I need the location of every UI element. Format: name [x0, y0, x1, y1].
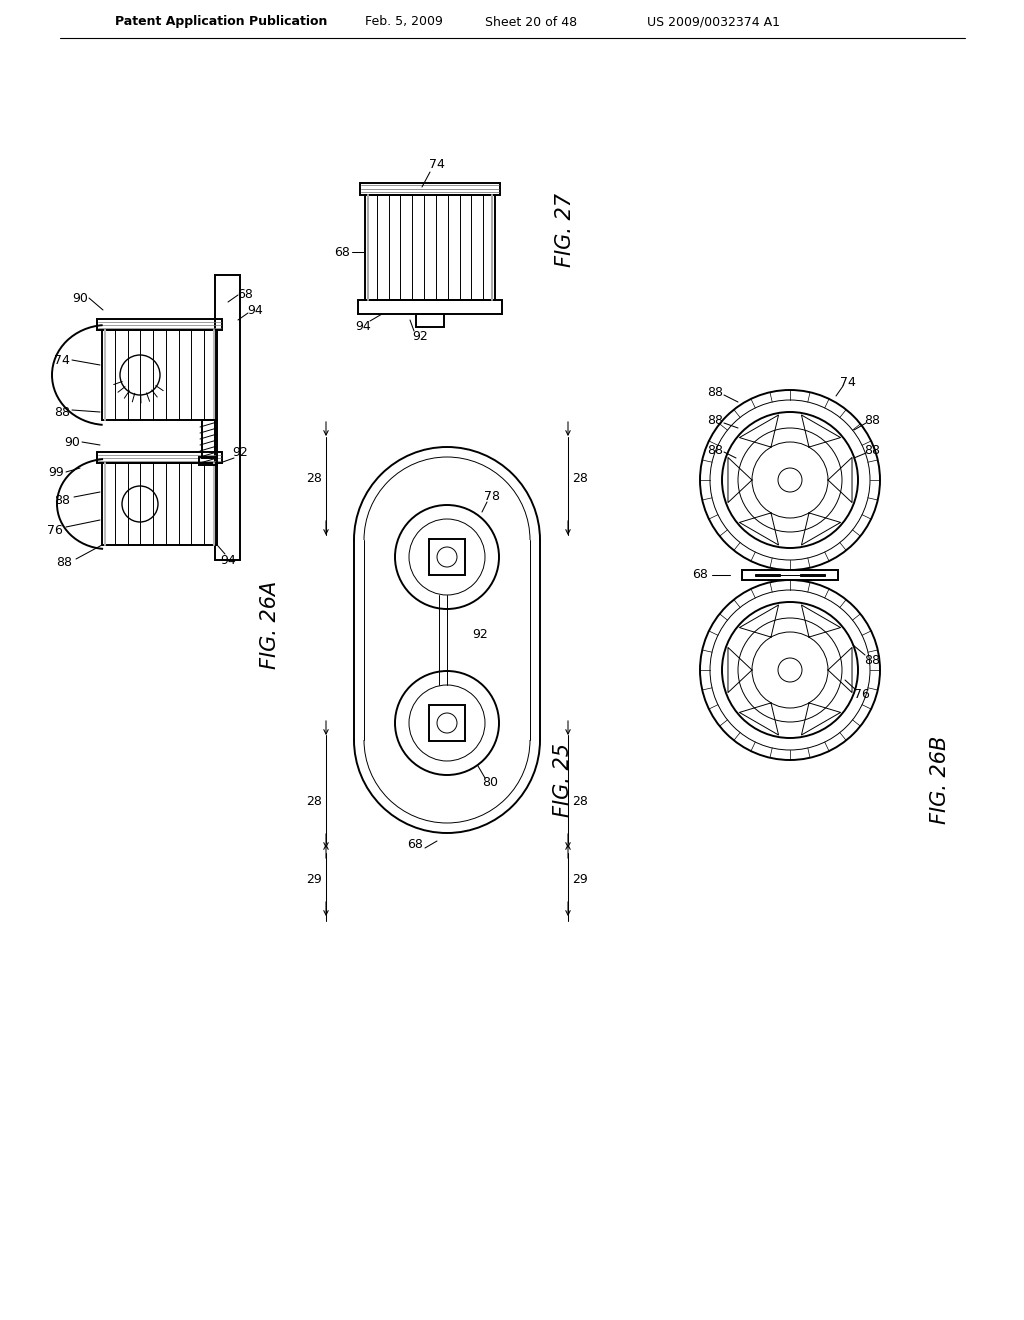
Text: 99: 99: [48, 466, 63, 479]
Bar: [365, 195, 495, 300]
Text: 80: 80: [482, 776, 498, 789]
Bar: [416, 314, 444, 327]
Bar: [102, 330, 217, 420]
Text: 94: 94: [355, 321, 371, 334]
Bar: [199, 457, 217, 465]
Bar: [360, 183, 500, 195]
Text: 74: 74: [54, 354, 70, 367]
Bar: [97, 319, 222, 330]
Text: US 2009/0032374 A1: US 2009/0032374 A1: [647, 16, 780, 29]
Text: FIG. 26A: FIG. 26A: [260, 581, 280, 669]
Text: 88: 88: [707, 385, 723, 399]
Text: Feb. 5, 2009: Feb. 5, 2009: [365, 16, 442, 29]
Text: 68: 68: [238, 289, 253, 301]
Text: 88: 88: [864, 653, 880, 667]
Bar: [97, 451, 222, 463]
Text: FIG. 26B: FIG. 26B: [930, 735, 950, 824]
Text: 28: 28: [306, 795, 322, 808]
Bar: [800, 574, 825, 576]
Text: 28: 28: [572, 473, 588, 484]
Text: 92: 92: [232, 446, 248, 459]
Text: 88: 88: [707, 413, 723, 426]
Text: 88: 88: [54, 405, 70, 418]
Text: 68: 68: [334, 246, 350, 259]
Bar: [358, 300, 502, 314]
Bar: [215, 275, 240, 560]
Text: 92: 92: [412, 330, 428, 343]
Bar: [202, 420, 217, 458]
Text: 74: 74: [840, 375, 856, 388]
Text: 29: 29: [572, 873, 588, 886]
Text: 78: 78: [484, 491, 500, 503]
Text: 76: 76: [854, 689, 870, 701]
Bar: [742, 570, 838, 579]
Text: 28: 28: [572, 795, 588, 808]
Bar: [429, 539, 465, 576]
Text: 68: 68: [692, 569, 708, 582]
Text: 29: 29: [306, 873, 322, 886]
Text: 90: 90: [65, 436, 80, 449]
Text: 88: 88: [54, 494, 70, 507]
Text: 76: 76: [47, 524, 62, 536]
Text: FIG. 27: FIG. 27: [555, 193, 575, 267]
Text: 94: 94: [220, 553, 236, 566]
Text: 88: 88: [56, 556, 72, 569]
Text: 92: 92: [472, 628, 487, 642]
Text: 74: 74: [429, 158, 445, 172]
Bar: [102, 463, 217, 545]
Text: 88: 88: [864, 413, 880, 426]
Bar: [755, 574, 780, 576]
Text: 90: 90: [72, 292, 88, 305]
Text: 88: 88: [707, 444, 723, 457]
Bar: [429, 705, 465, 741]
Text: 88: 88: [864, 444, 880, 457]
Text: Patent Application Publication: Patent Application Publication: [115, 16, 328, 29]
Text: Sheet 20 of 48: Sheet 20 of 48: [485, 16, 578, 29]
Text: FIG. 25: FIG. 25: [553, 743, 573, 817]
Text: 94: 94: [247, 304, 263, 317]
Text: 28: 28: [306, 473, 322, 484]
Text: 68: 68: [408, 838, 423, 851]
